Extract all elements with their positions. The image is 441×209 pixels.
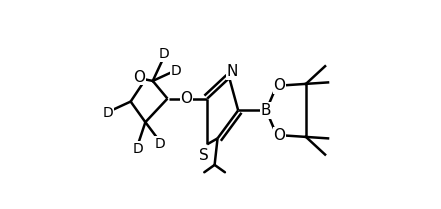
Text: D: D	[102, 106, 113, 120]
Text: O: O	[273, 78, 285, 93]
Text: D: D	[170, 64, 181, 78]
Text: D: D	[155, 137, 165, 151]
Text: D: D	[159, 47, 169, 61]
Text: O: O	[181, 91, 193, 106]
Text: S: S	[199, 148, 209, 163]
Text: B: B	[261, 103, 271, 118]
Text: O: O	[133, 70, 145, 85]
Text: O: O	[273, 128, 285, 143]
Text: N: N	[227, 64, 238, 79]
Text: D: D	[133, 142, 143, 156]
